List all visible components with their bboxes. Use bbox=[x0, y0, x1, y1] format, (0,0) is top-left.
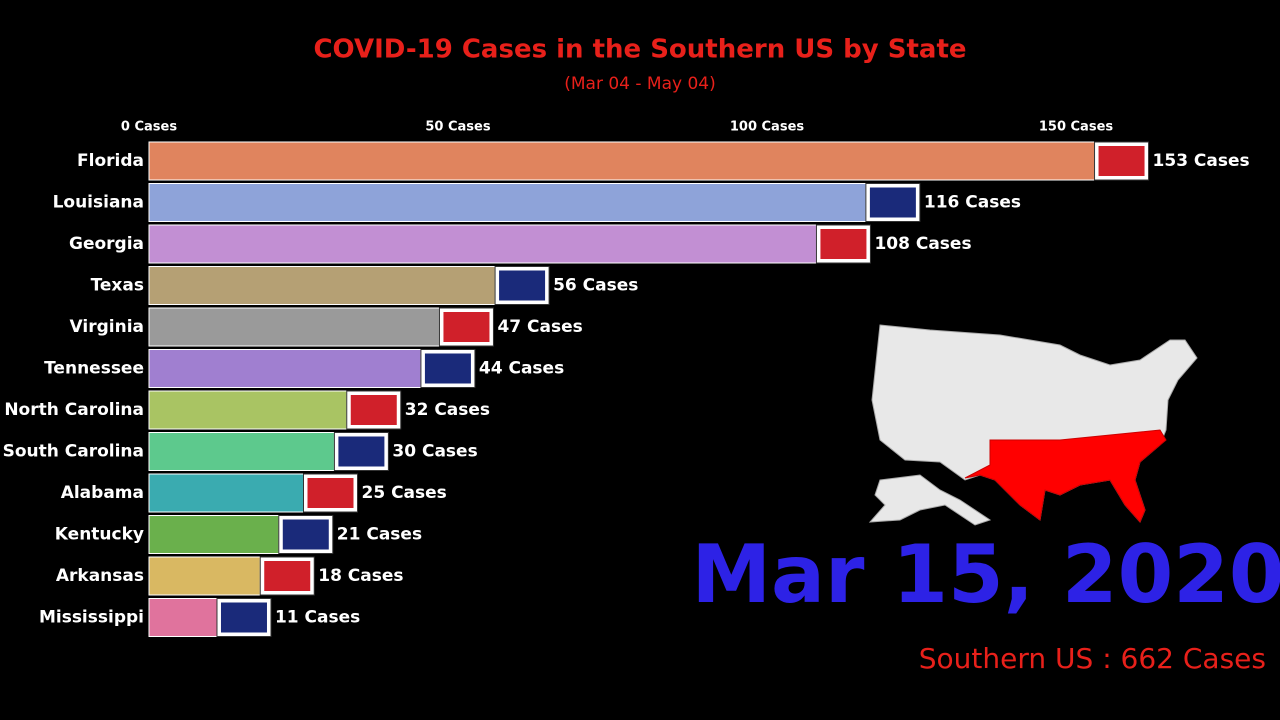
value-label: 30 Cases bbox=[392, 442, 477, 462]
category-label: Louisiana bbox=[53, 193, 144, 213]
flag-emblem bbox=[1098, 146, 1145, 176]
bar bbox=[148, 183, 867, 222]
category-label: Tennessee bbox=[44, 359, 144, 379]
map-alaska bbox=[868, 474, 992, 526]
value-label: 18 Cases bbox=[318, 566, 403, 586]
date-label: Mar 15, 2020 bbox=[691, 528, 1280, 621]
map-south bbox=[964, 429, 1167, 523]
category-label: Virginia bbox=[70, 317, 144, 337]
flag-emblem bbox=[264, 561, 311, 591]
flag-emblem bbox=[499, 270, 546, 301]
category-label: Georgia bbox=[69, 234, 144, 254]
value-label: 11 Cases bbox=[275, 608, 360, 628]
flag-emblem bbox=[282, 519, 329, 550]
category-label: Mississippi bbox=[39, 608, 144, 628]
bar bbox=[148, 266, 496, 305]
total-label: Southern US : 662 Cases bbox=[919, 642, 1266, 675]
category-label: Kentucky bbox=[55, 525, 144, 545]
flag-emblem bbox=[350, 395, 397, 425]
flag-emblem bbox=[220, 602, 267, 633]
chart-title: COVID-19 Cases in the Southern US by Sta… bbox=[313, 35, 966, 65]
value-label: 21 Cases bbox=[337, 525, 422, 545]
value-label: 32 Cases bbox=[405, 400, 490, 420]
flag-emblem bbox=[820, 229, 867, 259]
category-label: Florida bbox=[77, 151, 144, 171]
bar bbox=[148, 473, 304, 513]
category-label: South Carolina bbox=[3, 442, 144, 462]
value-label: 47 Cases bbox=[497, 317, 582, 337]
us-map bbox=[868, 324, 1198, 526]
value-label: 25 Cases bbox=[362, 483, 447, 503]
bar bbox=[148, 390, 348, 430]
category-label: Alabama bbox=[61, 483, 144, 503]
x-tick-label: 50 Cases bbox=[425, 120, 490, 135]
value-label: 116 Cases bbox=[924, 193, 1021, 213]
x-tick-label: 100 Cases bbox=[730, 120, 805, 135]
value-label: 44 Cases bbox=[479, 359, 564, 379]
chart-subtitle: (Mar 04 - May 04) bbox=[564, 74, 716, 94]
category-label: Texas bbox=[91, 276, 144, 296]
flag-emblem bbox=[424, 353, 471, 384]
bar bbox=[148, 349, 422, 388]
flag-emblem bbox=[869, 187, 916, 218]
flag-emblem bbox=[307, 478, 354, 508]
category-label: North Carolina bbox=[4, 400, 144, 420]
bar bbox=[148, 432, 335, 471]
bar bbox=[148, 515, 280, 554]
category-label: Arkansas bbox=[56, 566, 144, 586]
bar bbox=[148, 141, 1096, 181]
x-tick-label: 150 Cases bbox=[1039, 120, 1114, 135]
bar bbox=[148, 224, 817, 264]
value-label: 108 Cases bbox=[874, 234, 971, 254]
bar bbox=[148, 307, 440, 347]
flag-emblem bbox=[338, 436, 385, 467]
x-tick-label: 0 Cases bbox=[121, 120, 177, 135]
bar bbox=[148, 556, 261, 596]
bar bbox=[148, 598, 218, 637]
flag-emblem bbox=[443, 312, 490, 342]
value-label: 56 Cases bbox=[553, 276, 638, 296]
value-label: 153 Cases bbox=[1153, 151, 1250, 171]
